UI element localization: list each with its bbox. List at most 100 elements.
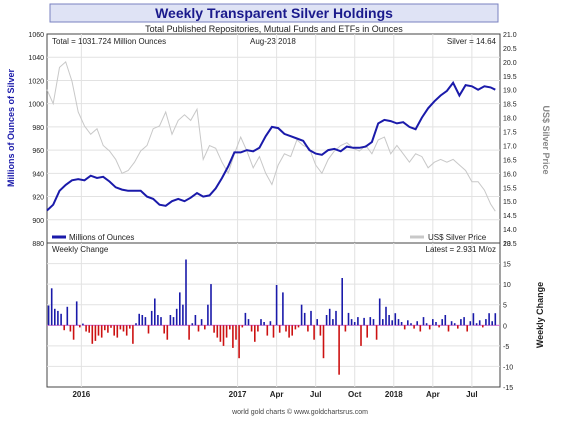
weekly-change-bar	[482, 325, 484, 328]
weekly-change-bar	[157, 315, 159, 326]
weekly-change-bar	[57, 310, 59, 326]
y-tick-right: 16.5	[503, 157, 517, 164]
weekly-change-bar	[391, 320, 393, 326]
y-tick-weekly: -10	[503, 364, 513, 371]
weekly-change-bar	[319, 325, 322, 336]
x-tick-label: Jul	[466, 390, 478, 399]
weekly-change-bar	[397, 319, 400, 326]
weekly-change-bar	[328, 308, 331, 326]
weekly-change-bar	[204, 325, 206, 330]
upper-panel	[46, 33, 501, 244]
weekly-change-bar	[469, 321, 472, 326]
weekly-change-bar	[400, 322, 403, 326]
y-tick-left: 940	[32, 171, 44, 178]
weekly-change-bar	[247, 319, 250, 326]
weekly-change-bar	[110, 325, 112, 328]
weekly-change-bar	[113, 325, 115, 336]
weekly-change-bar	[232, 325, 234, 348]
y-tick-weekly: 10	[503, 282, 511, 289]
weekly-change-bar	[363, 317, 365, 326]
weekly-change-bar	[388, 315, 390, 326]
y-tick-weekly: -15	[503, 385, 513, 392]
weekly-change-bar	[222, 325, 225, 346]
weekly-change-bar	[269, 321, 272, 326]
y-tick-left: 1000	[28, 102, 44, 109]
weekly-change-bar	[425, 323, 428, 326]
weekly-change-bar	[313, 325, 315, 340]
weekly-change-bar	[475, 323, 478, 326]
weekly-change-bar	[244, 312, 247, 326]
weekly-change-bar	[441, 319, 443, 326]
weekly-change-title: Weekly Change	[52, 245, 109, 254]
x-tick-label: 2017	[229, 390, 247, 399]
weekly-change-bar	[172, 317, 175, 326]
y-tick-right: 17.0	[503, 143, 517, 150]
weekly-change-bar	[394, 313, 397, 326]
weekly-change-bar	[166, 325, 169, 340]
weekly-change-bar	[460, 319, 462, 326]
weekly-change-bar	[135, 323, 137, 326]
weekly-change-bar	[444, 315, 447, 326]
weekly-change-bar	[219, 325, 222, 342]
weekly-change-bar	[125, 325, 128, 336]
weekly-change-bar	[303, 312, 306, 326]
y-axis-left-title: Millions of Ounces of Silver	[6, 68, 16, 187]
weekly-change-bar	[185, 259, 187, 326]
weekly-change-bar	[466, 325, 468, 332]
weekly-change-bar	[254, 325, 256, 342]
weekly-change-bar	[119, 325, 122, 330]
y-tick-right: 21.0	[503, 32, 517, 39]
y-tick-left: 1060	[28, 32, 44, 39]
weekly-change-bar	[491, 321, 493, 326]
weekly-change-bar	[63, 325, 65, 331]
weekly-change-bar	[294, 325, 297, 330]
chart-subtitle: Total Published Repositories, Mutual Fun…	[145, 24, 403, 34]
silver-price-label: Silver = 14.64	[447, 37, 497, 46]
weekly-change-bar	[416, 321, 418, 326]
weekly-change-bar	[213, 325, 215, 333]
weekly-change-bar	[288, 325, 290, 338]
y-tick-left: 880	[32, 241, 44, 248]
y-tick-right: 20.0	[503, 60, 517, 67]
y-tick-weekly: 20	[503, 241, 511, 248]
y-tick-left: 960	[32, 148, 44, 155]
weekly-change-bar	[235, 325, 237, 340]
weekly-change-bar	[369, 317, 372, 326]
weekly-change-bar	[138, 313, 140, 326]
y-tick-right: 16.0	[503, 171, 517, 178]
weekly-change-bar	[54, 308, 56, 326]
weekly-change-bar	[453, 323, 456, 326]
weekly-change-bar	[122, 325, 125, 332]
y-tick-weekly: 15	[503, 262, 511, 269]
weekly-change-bar	[132, 325, 134, 344]
weekly-change-bar	[229, 325, 231, 330]
weekly-change-bar	[147, 325, 150, 334]
weekly-change-bar	[182, 304, 184, 326]
weekly-change-bar	[285, 325, 287, 332]
weekly-change-bar	[419, 325, 422, 332]
weekly-change-bar	[47, 305, 50, 326]
y-tick-right: 17.5	[503, 130, 517, 137]
holdings-line	[46, 80, 496, 212]
weekly-change-bar	[116, 325, 119, 338]
weekly-change-bar	[291, 325, 293, 336]
y-tick-right: 13.5	[503, 241, 517, 248]
weekly-change-bar	[263, 322, 265, 326]
weekly-change-bar	[372, 319, 375, 326]
weekly-change-bar	[188, 325, 190, 340]
legend-holdings: Millions of Ounces	[69, 233, 134, 242]
x-tick-label: 2018	[385, 390, 403, 399]
weekly-change-bar	[104, 325, 106, 331]
weekly-change-bar	[344, 325, 347, 332]
y-tick-left: 1040	[28, 55, 44, 62]
weekly-change-bar	[316, 319, 318, 326]
x-tick-label: Jul	[310, 390, 322, 399]
weekly-change-bar	[432, 319, 434, 326]
y-tick-right: 14.5	[503, 213, 517, 220]
weekly-change-bar	[447, 325, 450, 332]
weekly-change-bar	[260, 319, 262, 326]
weekly-change-bar	[353, 322, 356, 326]
weekly-change-bar	[472, 313, 475, 326]
chart-title: Weekly Transparent Silver Holdings	[155, 5, 393, 21]
